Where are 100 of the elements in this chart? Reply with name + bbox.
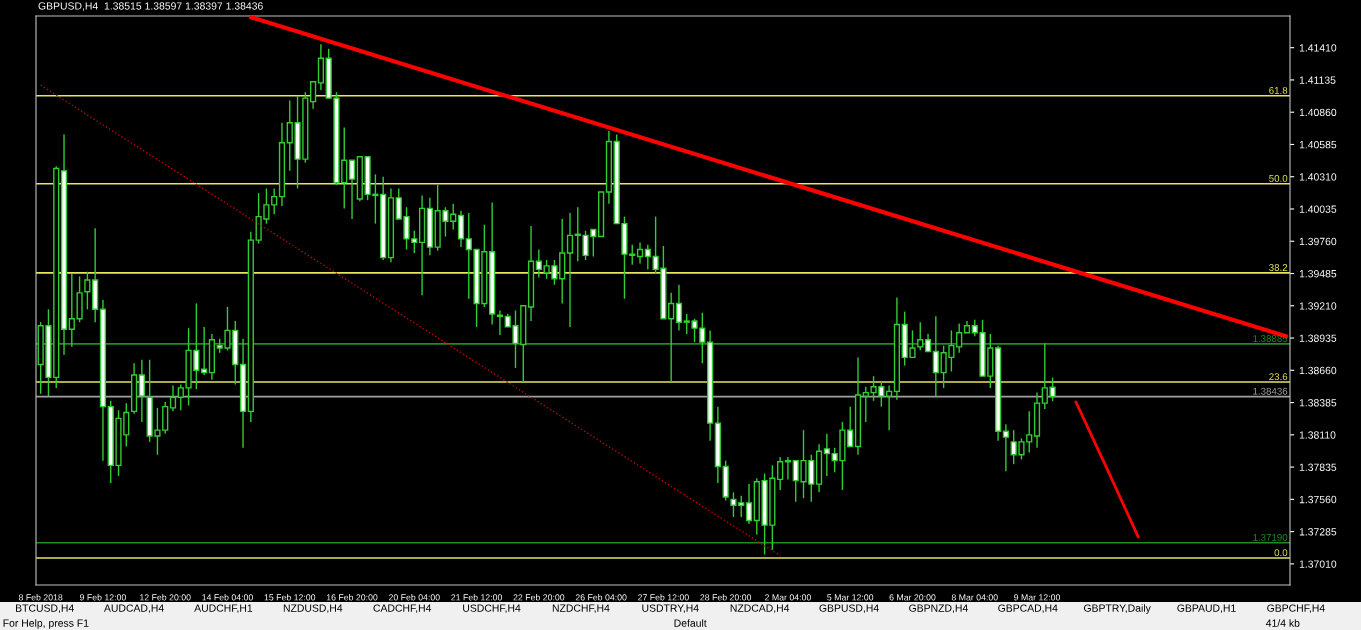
annotation: 50.0 — [1269, 174, 1288, 182]
y-tick-label: 1.37560 — [1299, 495, 1337, 504]
y-tick-label: 1.37010 — [1299, 560, 1337, 568]
text: BTCUSD,H4 — [16, 604, 74, 614]
text: GBPAUD,H1 — [1177, 604, 1236, 614]
candlestick — [636, 241, 644, 265]
x-tick-label: 20 Feb 04:00 — [388, 594, 440, 601]
candlestick — [714, 405, 721, 484]
x-tick-label: 14 Feb 04:00 — [202, 594, 253, 601]
text: GBPCHF,H4 — [1267, 604, 1325, 614]
text: AUDCHF,H1 — [194, 604, 253, 614]
candlestick — [208, 333, 216, 381]
candlestick — [784, 456, 792, 481]
text: GBPUSD,H4 — [819, 604, 879, 614]
y-tick-label: 1.37285 — [1299, 528, 1337, 536]
candlestick — [527, 225, 535, 322]
candlestick — [247, 231, 254, 423]
ref-line-label: 1.38885 — [1253, 335, 1288, 342]
annotation: 0.0 — [1274, 549, 1288, 557]
text: NZDCHF,H4 — [552, 604, 610, 614]
candlestick — [932, 315, 939, 398]
candlestick — [605, 130, 613, 205]
candlestick — [1002, 423, 1009, 472]
y-tick-label: 1.39210 — [1299, 302, 1337, 310]
text: For Help, press F1 — [3, 619, 89, 629]
candlestick — [457, 210, 465, 248]
candlestick — [893, 296, 901, 401]
text: USDTRY,H4 — [642, 604, 699, 614]
candlestick — [278, 122, 286, 207]
ref-line-label: 1.37190 — [1253, 533, 1288, 541]
candlestick — [310, 81, 317, 110]
candlestick — [239, 337, 247, 449]
y-tick-label: 1.40310 — [1299, 173, 1337, 181]
candlestick — [99, 299, 107, 462]
text: AUDCAD,H4 — [103, 604, 164, 614]
candlestick — [418, 194, 426, 296]
x-tick-label: 22 Feb 20:00 — [513, 594, 565, 601]
candlestick — [745, 483, 753, 525]
y-tick-label: 1.38935 — [1299, 334, 1337, 342]
x-tick-label: 5 Mar 12:00 — [827, 594, 874, 601]
x-tick-label: 9 Mar 12:00 — [1014, 594, 1061, 601]
x-tick-label: 8 Mar 04:00 — [951, 594, 998, 601]
chart-title: GBPUSD,H4 1.38515 1.38597 1.38397 1.38436 — [38, 2, 263, 11]
x-tick-label: 6 Mar 20:00 — [889, 594, 936, 601]
y-tick-label: 1.40035 — [1299, 205, 1337, 213]
text: GBPNZD,H4 — [909, 604, 968, 614]
candlestick — [823, 432, 830, 477]
annotation: 61.8 — [1269, 86, 1288, 94]
candlestick — [348, 159, 356, 220]
candlestick — [169, 384, 177, 413]
candlestick — [994, 344, 1002, 442]
candlestick — [317, 43, 325, 91]
candlestick — [598, 191, 605, 238]
x-tick-label: 9 Feb 12:00 — [80, 594, 126, 601]
x-tick-label: 15 Feb 12:00 — [264, 594, 316, 601]
x-tick-label: 2 Mar 04:00 — [765, 594, 811, 601]
candlestick — [963, 320, 971, 334]
text: CADCHF,H4 — [373, 604, 432, 614]
x-tick-label: 8 Feb 2018 — [18, 594, 63, 601]
annotation: 38.2 — [1269, 264, 1288, 272]
x-tick-label: 12 Feb 20:00 — [140, 594, 191, 601]
x-tick-label: 21 Feb 12:00 — [451, 594, 503, 601]
y-tick-label: 1.37835 — [1299, 463, 1337, 471]
ref-line-label: 1.38436 — [1253, 387, 1288, 395]
candlestick — [138, 359, 145, 423]
y-tick-label: 1.41410 — [1299, 44, 1337, 52]
text: Default — [674, 619, 707, 627]
text: USDCHF,H4 — [463, 604, 521, 614]
x-tick-label: 27 Feb 12:00 — [638, 594, 689, 601]
candlestick — [924, 333, 932, 353]
annotation: 23.6 — [1269, 373, 1288, 381]
x-tick-label: 28 Feb 20:00 — [700, 594, 752, 601]
candlestick — [60, 133, 68, 356]
candlestick — [130, 362, 138, 415]
candlestick — [489, 201, 496, 326]
y-tick-label: 1.38110 — [1299, 431, 1336, 439]
candlestick — [496, 309, 504, 336]
text: GBPCAD,H4 — [998, 604, 1058, 614]
y-tick-label: 1.41135 — [1299, 76, 1336, 84]
text: 41/4 kb — [1265, 619, 1300, 627]
y-tick-label: 1.39485 — [1299, 270, 1337, 278]
candlestick — [1033, 391, 1041, 449]
y-tick-label: 1.38660 — [1299, 366, 1337, 375]
text: NZDUSD,H4 — [283, 604, 343, 614]
candlestick — [566, 212, 574, 328]
x-tick-label: 26 Feb 04:00 — [575, 594, 627, 601]
candlestick — [706, 329, 714, 442]
candlestick — [886, 384, 893, 431]
candlestick — [777, 456, 784, 491]
candlestick — [387, 187, 395, 264]
candlestick — [201, 326, 208, 376]
candlestick — [535, 248, 542, 279]
y-tick-label: 1.39760 — [1299, 237, 1337, 246]
y-tick-label: 1.40585 — [1299, 140, 1337, 149]
y-tick-label: 1.38385 — [1299, 399, 1337, 407]
text: GBPTRY,Daily — [1084, 604, 1151, 614]
x-tick-label: 16 Feb 20:00 — [326, 594, 378, 601]
candlestick — [668, 292, 675, 383]
text: NZDCAD,H4 — [730, 604, 790, 614]
candlestick — [92, 227, 99, 323]
